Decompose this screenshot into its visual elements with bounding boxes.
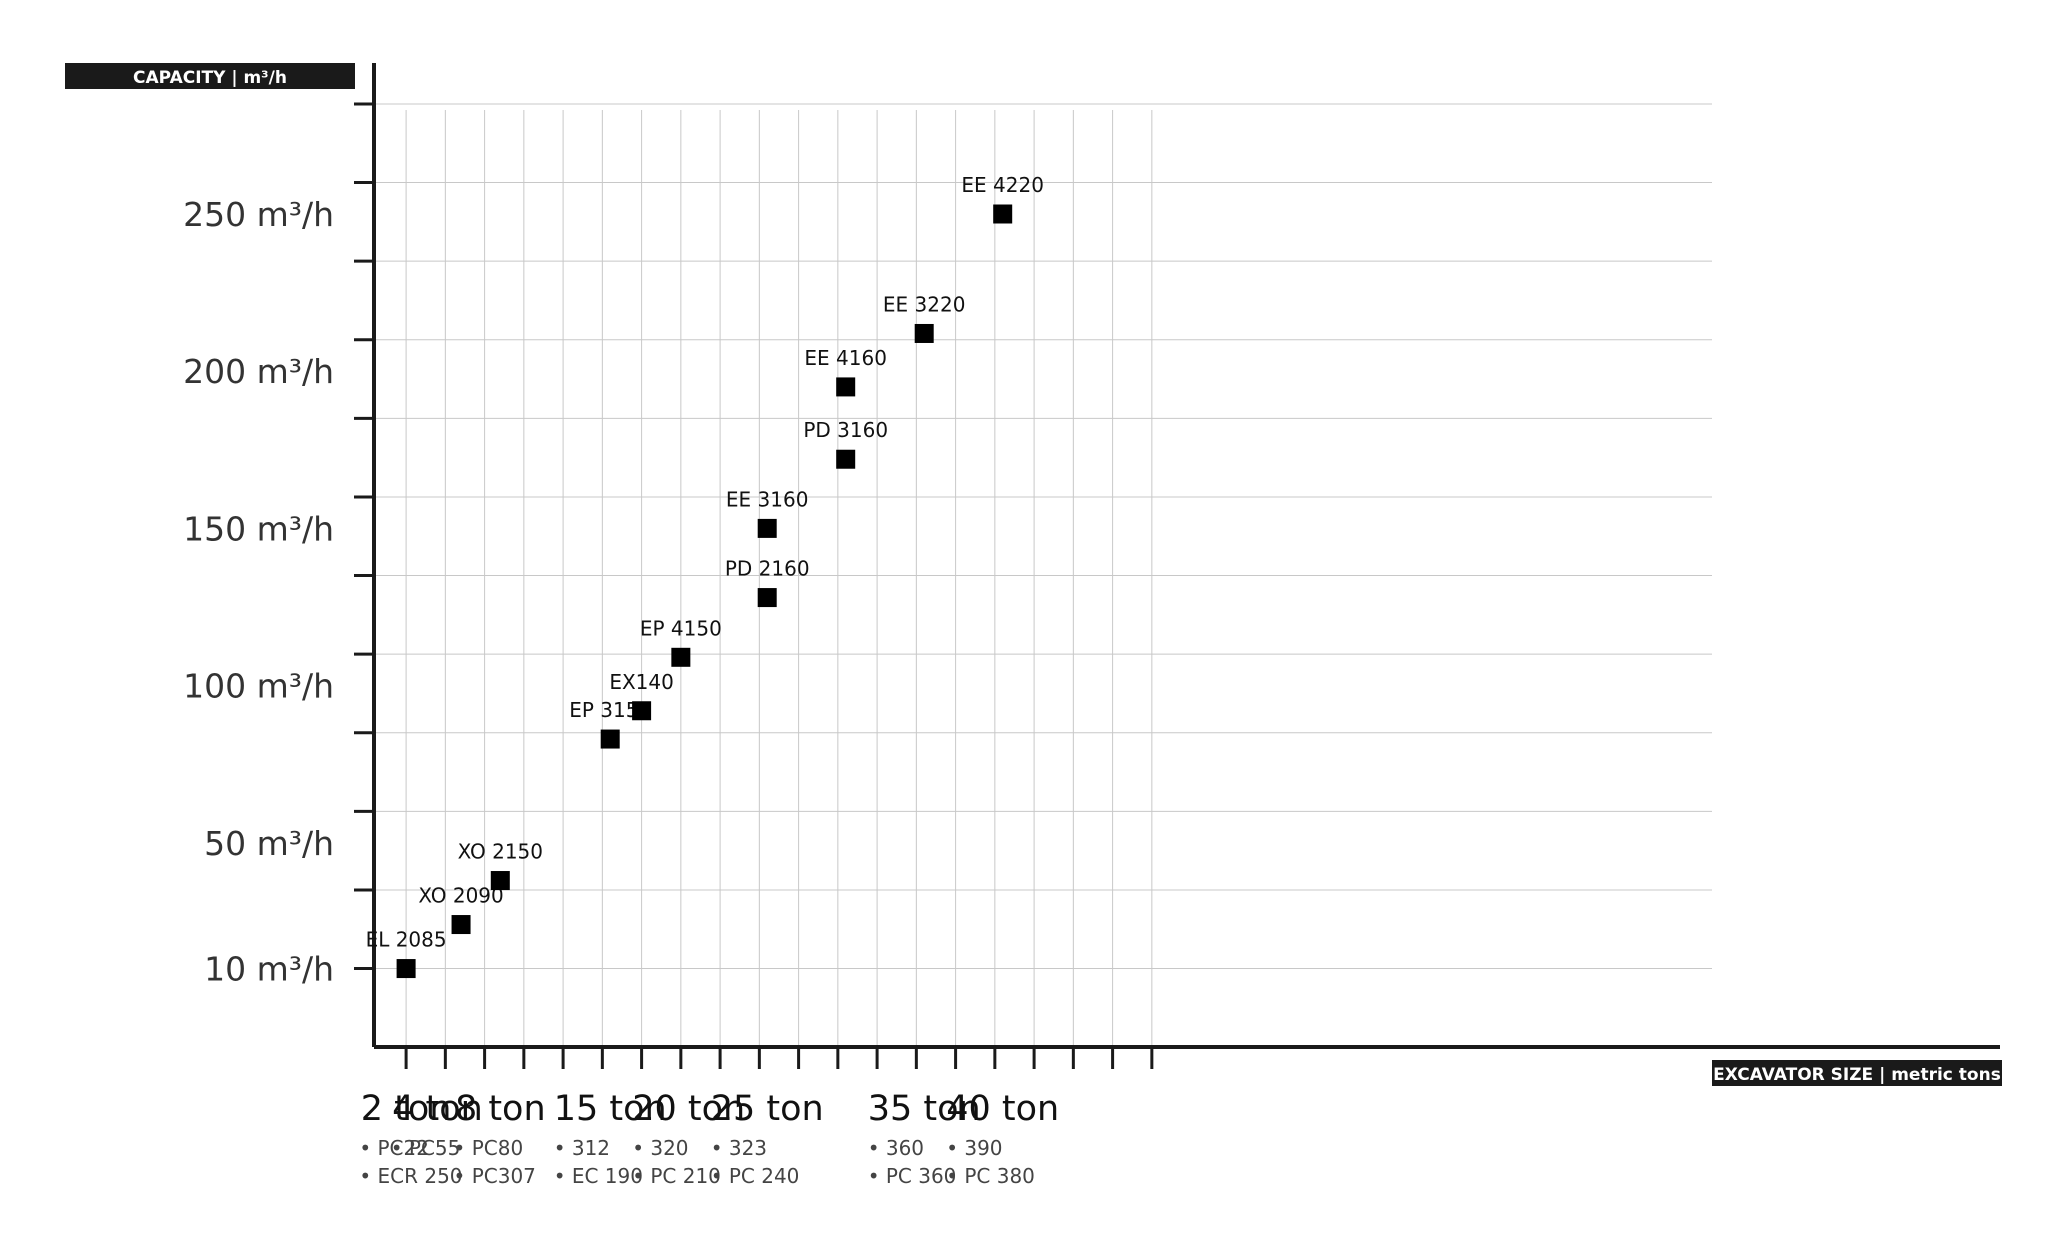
data-point-label: EP 4150 bbox=[640, 616, 722, 640]
x-model-label: • PC 360 bbox=[868, 1164, 957, 1188]
grid-lines bbox=[374, 103, 1712, 1047]
x-axis-title-tag bbox=[1712, 1060, 2002, 1086]
x-tick-label: 40 ton bbox=[946, 1089, 1059, 1129]
x-model-label: • PC55 bbox=[391, 1136, 461, 1160]
y-tick-label: 200 m³/h bbox=[183, 352, 334, 391]
x-tick-label: 4 ton bbox=[392, 1089, 483, 1129]
x-model-label: • ECR 250 bbox=[359, 1164, 462, 1188]
data-point-label: PD 3160 bbox=[803, 418, 888, 442]
x-model-label: • 320 bbox=[632, 1136, 688, 1160]
data-point-marker bbox=[600, 729, 620, 749]
data-point-label: XO 2090 bbox=[418, 884, 503, 908]
x-tick-label: 35 ton bbox=[868, 1089, 981, 1129]
x-tick-label: 25 ton bbox=[711, 1089, 824, 1129]
x-tick-label: 8 ton bbox=[455, 1089, 546, 1129]
x-model-label: • 312 bbox=[554, 1136, 610, 1160]
data-point-marker bbox=[993, 204, 1013, 224]
x-model-label: • EC 190 bbox=[554, 1164, 643, 1188]
axes bbox=[354, 63, 2000, 1069]
data-point-label: EX140 bbox=[609, 670, 674, 694]
data-point-marker bbox=[671, 647, 691, 667]
data-point-label: PD 2160 bbox=[725, 557, 810, 581]
y-axis-title-tag bbox=[65, 63, 355, 89]
x-tick-label: 20 ton bbox=[632, 1089, 745, 1129]
x-model-label: • PC22 bbox=[359, 1136, 429, 1160]
y-tick-label: 10 m³/h bbox=[204, 950, 334, 989]
data-point-label: EE 4220 bbox=[961, 173, 1044, 197]
x-model-label: • 390 bbox=[946, 1136, 1002, 1160]
x-model-label: • PC307 bbox=[454, 1164, 536, 1188]
y-tick-label: 150 m³/h bbox=[183, 509, 334, 548]
data-point-marker bbox=[757, 518, 777, 538]
y-axis-title: CAPACITY | m³/h bbox=[133, 68, 287, 88]
data-point-marker bbox=[451, 915, 471, 935]
y-tick-label: 50 m³/h bbox=[204, 824, 334, 863]
x-axis-title: EXCAVATOR SIZE | metric tons bbox=[1713, 1065, 2001, 1085]
data-point-label: XO 2150 bbox=[458, 840, 543, 864]
data-point-marker bbox=[757, 588, 777, 608]
y-tick-label: 100 m³/h bbox=[183, 667, 334, 706]
x-model-label: • 360 bbox=[868, 1136, 924, 1160]
data-point-marker bbox=[490, 871, 510, 891]
axis-title-tags: CAPACITY | m³/h EXCAVATOR SIZE | metric … bbox=[65, 63, 2002, 1086]
data-point-label: EE 3220 bbox=[883, 292, 966, 316]
data-point-marker bbox=[396, 959, 416, 979]
x-model-label: • 323 bbox=[711, 1136, 767, 1160]
x-model-label: • PC 240 bbox=[711, 1164, 800, 1188]
data-point-marker bbox=[632, 701, 652, 721]
data-point-marker bbox=[836, 377, 856, 397]
data-point-marker bbox=[914, 323, 934, 343]
data-point-marker bbox=[836, 449, 856, 469]
x-model-label: • PC 380 bbox=[946, 1164, 1035, 1188]
x-tick-labels: 2 ton • PC22 • ECR 250 4 ton • PC55 8 ton • PC… bbox=[359, 1089, 1059, 1188]
x-tick-label: 15 ton bbox=[554, 1089, 667, 1129]
x-tick-label: 2 ton bbox=[361, 1089, 452, 1129]
data-point-label: EE 4160 bbox=[804, 346, 887, 370]
y-tick-labels: 10 m³/h 50 m³/h 100 m³/h 150 m³/h 200 m³/h 25… bbox=[183, 195, 334, 989]
data-point-label: EL 2085 bbox=[366, 928, 447, 952]
x-model-label: • PC 210 bbox=[632, 1164, 721, 1188]
y-tick-label: 250 m³/h bbox=[183, 195, 334, 234]
x-model-label: • PC80 bbox=[454, 1136, 524, 1160]
data-point-label: EE 3160 bbox=[726, 487, 809, 511]
